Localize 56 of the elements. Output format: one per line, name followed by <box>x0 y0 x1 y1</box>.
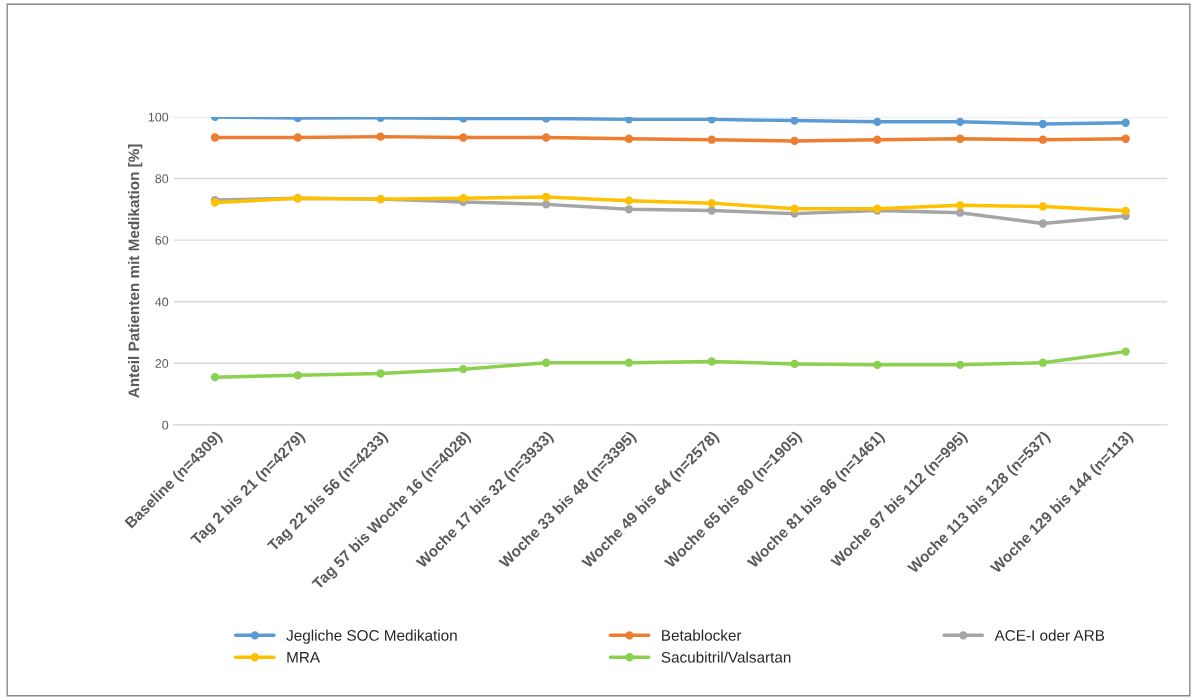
point <box>707 206 716 215</box>
point <box>541 358 551 367</box>
legend-label: Betablocker <box>662 629 742 641</box>
y-tick-label: 100 <box>148 112 169 122</box>
point <box>624 116 634 124</box>
point <box>459 133 468 142</box>
point <box>873 117 882 126</box>
point <box>955 134 965 143</box>
point <box>376 369 385 378</box>
point <box>955 201 965 210</box>
point <box>541 192 551 202</box>
point <box>873 135 882 144</box>
point <box>1038 119 1048 129</box>
point <box>955 208 965 217</box>
point <box>955 117 965 126</box>
point <box>1038 202 1048 211</box>
y-axis-title: Anteil Patienten mit Medikation [%] <box>128 144 143 398</box>
legend-label: ACE-I oder ARB <box>994 629 1105 641</box>
legend-label: MRA <box>287 652 321 663</box>
legend-label: Sacubitril/Valsartan <box>661 651 791 663</box>
y-tick-label: 60 <box>155 235 169 245</box>
point <box>541 200 551 209</box>
point <box>1038 219 1048 228</box>
point <box>459 364 468 374</box>
y-tick-label: 40 <box>155 297 169 307</box>
y-tick-label: 20 <box>155 359 169 368</box>
point <box>293 371 302 380</box>
point <box>955 360 965 370</box>
point <box>707 357 716 366</box>
point <box>624 358 634 367</box>
point <box>1038 135 1048 144</box>
point <box>790 204 799 213</box>
point <box>1038 358 1048 367</box>
point <box>624 205 634 214</box>
point <box>790 116 799 125</box>
y-tick-label: 80 <box>155 174 169 184</box>
point <box>707 135 716 144</box>
point <box>1121 134 1130 143</box>
point <box>210 372 220 382</box>
point <box>873 360 882 370</box>
point <box>1121 118 1130 127</box>
legend-label: Jegliche SOC Medikation <box>286 629 457 644</box>
y-tick-label: 0 <box>162 420 169 430</box>
point <box>790 359 799 369</box>
point <box>541 133 551 142</box>
point <box>624 196 634 205</box>
point <box>624 134 634 143</box>
point <box>707 198 716 208</box>
point <box>293 133 302 142</box>
point <box>1121 206 1130 216</box>
point <box>790 136 799 146</box>
point <box>210 133 220 142</box>
point <box>707 116 716 124</box>
point <box>459 194 468 203</box>
point <box>376 132 385 141</box>
point <box>1121 347 1130 356</box>
